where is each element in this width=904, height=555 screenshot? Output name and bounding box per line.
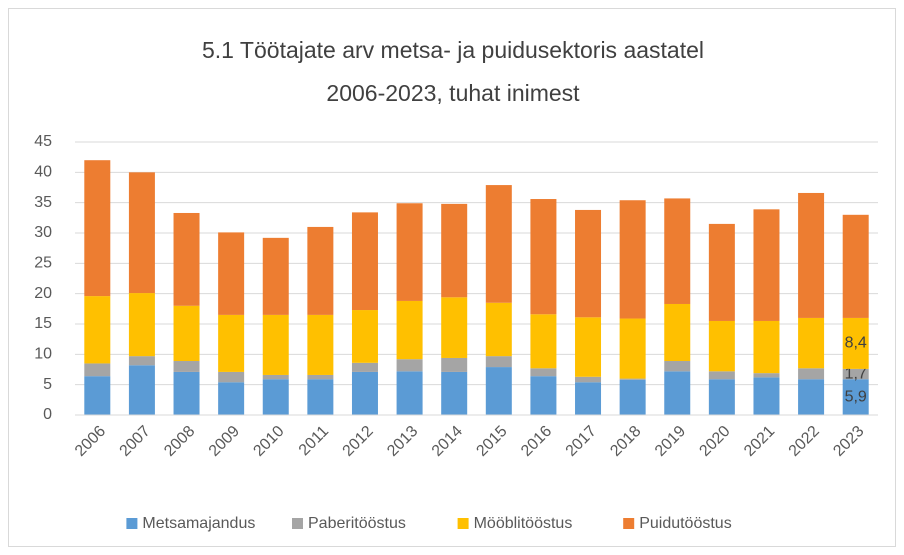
y-tick-label: 15: [34, 315, 52, 332]
y-tick-label: 25: [34, 255, 52, 272]
y-tick-label: 0: [43, 406, 52, 423]
bar-segment: [307, 314, 334, 375]
data-label: 8,4: [845, 335, 867, 352]
bar-segment: [262, 314, 289, 375]
bar-segment: [575, 209, 602, 318]
bar-segment: [307, 226, 334, 315]
bar-segment: [173, 305, 200, 362]
bar-segment: [664, 361, 691, 372]
bar-segment: [485, 302, 512, 357]
y-tick-label: 20: [34, 285, 52, 302]
bar-segment: [128, 293, 155, 357]
legend-swatch: [292, 518, 303, 529]
bar-segment: [842, 317, 869, 369]
bar-segment: [351, 371, 378, 415]
bar-segment: [84, 160, 111, 297]
bar-segment: [218, 382, 245, 415]
chart-title: 2006-2023, tuhat inimest: [326, 80, 580, 106]
data-label: 5,9: [845, 388, 867, 405]
bar-segment: [396, 371, 423, 415]
bar-segment: [262, 374, 289, 380]
legend-label: Metsamajandus: [142, 515, 255, 532]
legend-label: Paberitööstus: [308, 515, 406, 532]
bar-segment: [218, 314, 245, 372]
bar-segment: [351, 362, 378, 372]
bar-segment: [798, 317, 825, 369]
bar-segment: [753, 377, 780, 415]
bar-segment: [173, 371, 200, 415]
bar-segment: [307, 374, 334, 380]
bar-segment: [708, 223, 735, 321]
legend-swatch: [623, 518, 635, 529]
y-tick-label: 45: [34, 133, 52, 150]
bar-segment: [84, 376, 111, 415]
bar-segment: [485, 185, 512, 303]
bar-segment: [842, 368, 869, 380]
bar-segment: [708, 320, 735, 372]
bar-segment: [128, 172, 155, 294]
data-label: 1,7: [845, 365, 867, 382]
bar-segment: [842, 214, 869, 318]
bar-segment: [262, 237, 289, 315]
bar-segment: [485, 367, 512, 415]
bar-segment: [753, 373, 780, 378]
bar-segment: [441, 371, 468, 415]
bar-segment: [441, 297, 468, 358]
legend-label: Puidutööstus: [639, 515, 732, 532]
bar-segment: [128, 365, 155, 415]
bar-segment: [530, 314, 557, 369]
bar-segment: [798, 368, 825, 380]
bar-segment: [619, 318, 646, 379]
legend-label: Mööblitööstus: [474, 515, 573, 532]
bar-segment: [664, 303, 691, 362]
y-tick-label: 5: [43, 376, 52, 393]
bar-segment: [798, 379, 825, 415]
y-tick-label: 30: [34, 224, 52, 241]
bar-segment: [708, 379, 735, 415]
bar-segment: [530, 376, 557, 415]
bar-segment: [575, 376, 602, 383]
bar-segment: [664, 198, 691, 304]
bar-segment: [441, 203, 468, 298]
bar-segment: [753, 209, 780, 321]
bar-segment: [575, 317, 602, 377]
legend-swatch: [457, 518, 469, 529]
bar-segment: [351, 310, 378, 363]
bar-segment: [173, 212, 200, 306]
y-tick-label: 40: [34, 164, 52, 181]
bar-segment: [351, 212, 378, 311]
bar-segment: [842, 379, 869, 415]
bar-segment: [753, 320, 780, 374]
bar-segment: [575, 382, 602, 415]
bar-segment: [173, 361, 200, 372]
bar-segment: [798, 192, 825, 318]
legend-swatch: [126, 518, 138, 529]
bar-segment: [396, 300, 423, 360]
bar-segment: [307, 379, 334, 415]
bar-segment: [619, 200, 646, 319]
bar-segment: [664, 371, 691, 415]
chart-title: 5.1 Töötajate arv metsa- ja puidusektori…: [202, 37, 704, 63]
y-tick-label: 10: [34, 346, 52, 363]
bar-segment: [396, 359, 423, 372]
bar-segment: [128, 356, 155, 366]
bar-segment: [84, 363, 111, 377]
bar-segment: [262, 379, 289, 415]
bar-segment: [485, 356, 512, 368]
bar-segment: [218, 232, 245, 315]
bar-segment: [708, 371, 735, 380]
bar-segment: [84, 296, 111, 364]
bar-segment: [619, 379, 646, 415]
bar-segment: [396, 203, 423, 301]
bar-segment: [218, 371, 245, 383]
bar-segment: [619, 378, 646, 380]
y-tick-label: 35: [34, 194, 52, 211]
bar-segment: [530, 368, 557, 377]
bar-segment: [441, 357, 468, 372]
bar-segment: [530, 199, 557, 315]
